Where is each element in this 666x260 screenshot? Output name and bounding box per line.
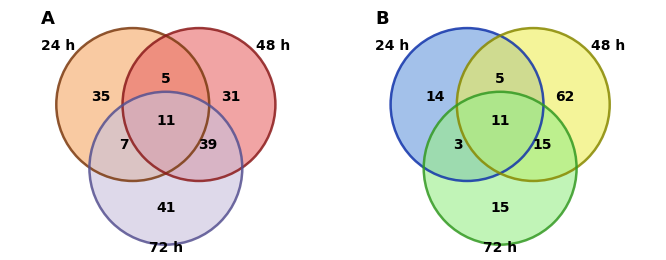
Text: 72 h: 72 h (483, 241, 517, 255)
Text: 11: 11 (156, 114, 176, 128)
Text: 7: 7 (119, 138, 129, 152)
Circle shape (123, 28, 276, 181)
Circle shape (89, 92, 242, 245)
Circle shape (424, 92, 577, 245)
Circle shape (390, 28, 543, 181)
Text: A: A (41, 10, 55, 28)
Text: 24 h: 24 h (376, 39, 410, 53)
Text: 35: 35 (91, 90, 111, 104)
Text: 62: 62 (555, 90, 575, 104)
Text: 3: 3 (454, 138, 463, 152)
Text: 24 h: 24 h (41, 39, 75, 53)
Text: B: B (376, 10, 389, 28)
Text: 48 h: 48 h (591, 39, 625, 53)
Text: 11: 11 (490, 114, 510, 128)
Text: 5: 5 (496, 72, 505, 86)
Circle shape (57, 28, 209, 181)
Text: 5: 5 (161, 72, 170, 86)
Text: 48 h: 48 h (256, 39, 290, 53)
Text: 39: 39 (198, 138, 218, 152)
Circle shape (457, 28, 609, 181)
Text: 31: 31 (221, 90, 240, 104)
Text: 15: 15 (532, 138, 552, 152)
Text: 14: 14 (426, 90, 445, 104)
Text: 15: 15 (490, 201, 510, 215)
Text: 72 h: 72 h (149, 241, 183, 255)
Text: 41: 41 (156, 201, 176, 215)
